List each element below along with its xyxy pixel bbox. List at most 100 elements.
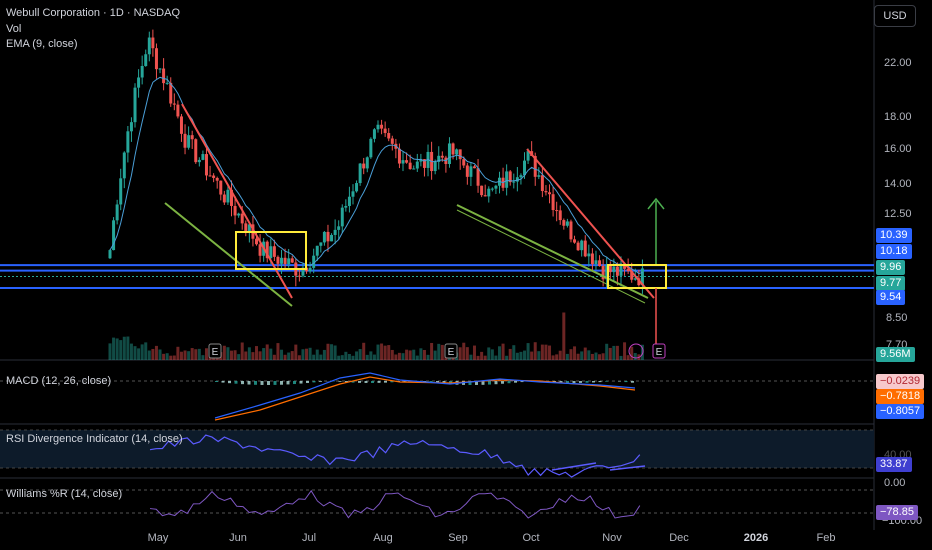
macd-histogram-bar <box>260 381 264 385</box>
volume-bar <box>408 350 412 360</box>
price-tag-9-54: 9.54 <box>876 290 906 305</box>
volume-bar <box>287 352 291 360</box>
candle-body <box>140 66 144 78</box>
ema-value-tag: 9.77 <box>876 276 906 291</box>
price-tag-10-18: 10.18 <box>876 244 912 259</box>
price-tick: 8.50 <box>886 312 908 324</box>
candle-body <box>369 138 373 158</box>
trendline-resistance <box>526 148 655 299</box>
rsi-line <box>149 434 641 478</box>
volume-bar <box>372 354 376 360</box>
volume-bar <box>433 350 437 360</box>
macd-line-tag: −0.7818 <box>876 389 925 404</box>
volume-bar <box>129 343 133 360</box>
macd-signal-tag: −0.8057 <box>876 404 925 419</box>
candle-body <box>401 160 405 164</box>
volume-bar <box>222 345 226 360</box>
macd-histogram-bar <box>579 381 582 383</box>
volume-bar <box>626 355 630 360</box>
vol-legend[interactable]: Vol <box>6 23 22 35</box>
volume-bar <box>580 351 584 360</box>
candle-body <box>362 163 366 169</box>
macd-legend[interactable]: MACD (12, 26, close) <box>6 375 112 387</box>
candle-body <box>569 221 573 240</box>
volume-bar <box>183 350 187 360</box>
macd-histogram-bar <box>254 381 257 385</box>
macd-histogram-bar <box>507 381 511 384</box>
macd-histogram-bar <box>345 381 348 383</box>
consolidation-box <box>607 264 667 289</box>
volume-bar <box>165 353 169 360</box>
symbol-title[interactable]: Webull Corporation · 1D · NASDAQ <box>6 7 181 19</box>
volume-bar <box>633 353 637 360</box>
volume-bar <box>544 344 548 360</box>
volume-bar <box>594 352 598 360</box>
volume-bar <box>508 348 512 360</box>
volume-bar <box>458 347 462 360</box>
candle-body <box>469 166 473 177</box>
price-tick: 22.00 <box>884 57 912 69</box>
candle-body <box>605 265 609 280</box>
volume-bar <box>462 342 466 360</box>
macd-histogram-bar <box>377 381 381 383</box>
volume-bar <box>548 345 552 360</box>
candle-body <box>204 154 208 176</box>
last-price-tag: 9.96 <box>876 260 906 275</box>
volume-bar <box>301 349 305 360</box>
currency-button[interactable]: USD <box>874 5 916 27</box>
candle-body <box>533 155 537 177</box>
macd-histogram-bar <box>592 381 595 383</box>
volume-bar <box>394 354 398 360</box>
candle-body <box>215 177 219 181</box>
macd-histogram-bar <box>481 381 485 385</box>
candle-body <box>544 191 548 193</box>
macd-histogram-bar <box>319 381 322 382</box>
volume-bar <box>555 354 559 360</box>
candle-body <box>326 231 330 242</box>
volume-bar <box>258 351 262 360</box>
williams-legend[interactable]: Williams %R (14, close) <box>6 488 123 500</box>
macd-histogram-bar <box>234 381 238 384</box>
price-tag-10-39: 10.39 <box>876 228 912 243</box>
candle-body <box>258 244 262 256</box>
price-tick: 14.00 <box>884 178 912 190</box>
macd-histogram-bar <box>494 381 498 385</box>
volume-bar <box>519 351 523 360</box>
macd-histogram-bar <box>624 381 628 383</box>
rsi-legend[interactable]: RSI Divergence Indicator (14, close) <box>6 433 183 445</box>
williams-value-tag: −78.85 <box>876 505 918 520</box>
candle-body <box>108 250 112 259</box>
candle-body <box>358 163 362 184</box>
candle-body <box>297 275 301 277</box>
candle-body <box>244 223 248 233</box>
volume-bar <box>151 348 155 360</box>
candle-body <box>619 263 623 276</box>
macd-histogram-bar <box>247 381 251 385</box>
candle-body <box>601 265 605 280</box>
volume-bar <box>526 343 530 360</box>
candle-body <box>376 124 380 130</box>
volume-bar <box>194 349 198 360</box>
volume-bar <box>415 355 419 360</box>
candle-body <box>190 135 194 140</box>
volume-bar <box>319 354 323 360</box>
volume-bar <box>380 343 384 360</box>
volume-bar <box>226 347 230 360</box>
candle-body <box>437 155 441 162</box>
candle-body <box>615 266 619 276</box>
macd-histogram-bar <box>221 381 225 383</box>
ema-legend[interactable]: EMA (9, close) <box>6 38 78 50</box>
candle-body <box>480 185 484 196</box>
candle-body <box>290 258 294 263</box>
volume-bar <box>333 345 337 360</box>
volume-bar <box>326 343 330 360</box>
volume-bar <box>119 340 123 360</box>
volume-bar <box>397 352 401 360</box>
candle-body <box>162 68 166 84</box>
candle-body <box>548 192 552 195</box>
candle-body <box>365 157 369 169</box>
volume-bar <box>108 343 112 360</box>
candle-body <box>419 159 423 162</box>
volume-bar <box>605 343 609 360</box>
